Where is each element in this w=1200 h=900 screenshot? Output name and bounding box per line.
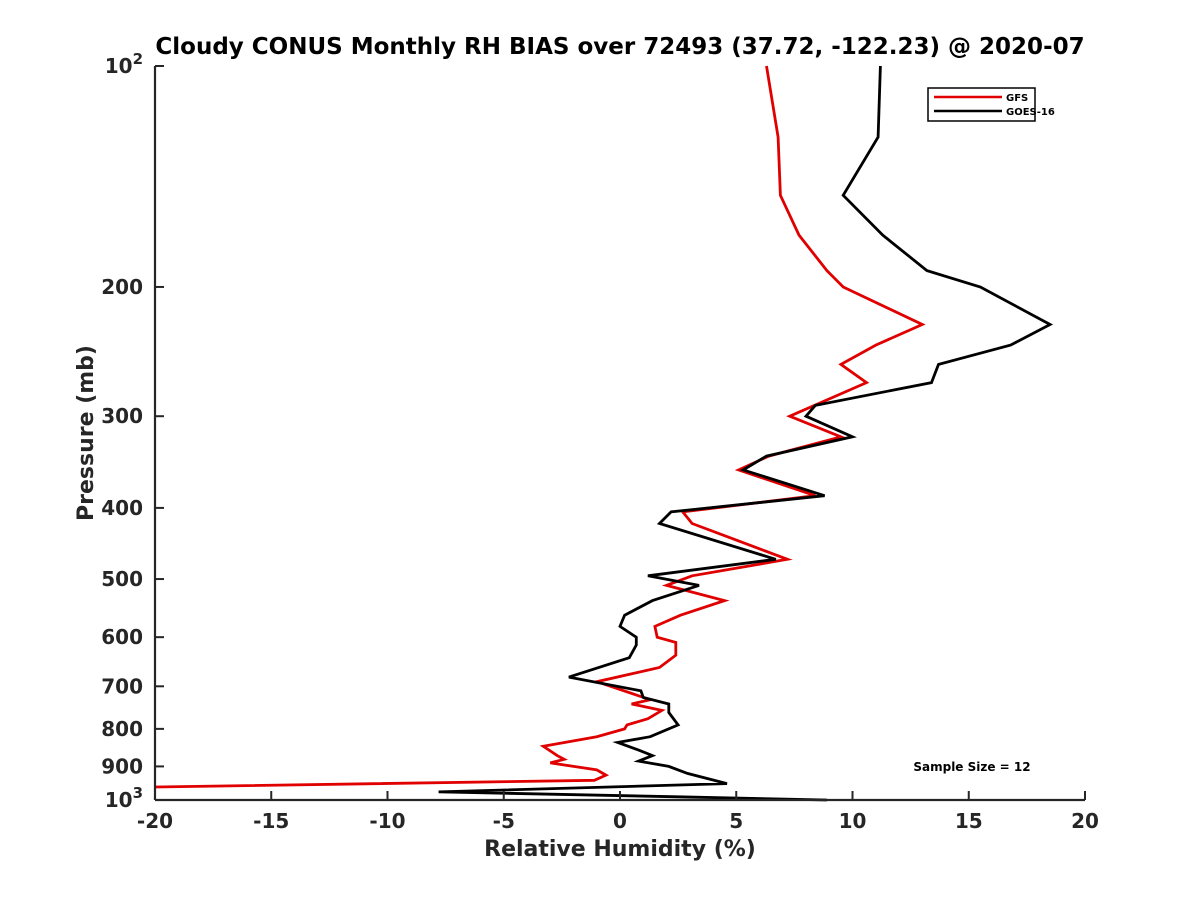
x-tick-label: -20 <box>137 809 173 833</box>
chart-title: Cloudy CONUS Monthly RH BIAS over 72493 … <box>155 34 1084 60</box>
x-tick-label: 5 <box>729 809 743 833</box>
legend-box <box>927 87 1036 122</box>
y-tick-label: 500 <box>101 567 143 591</box>
y-tick-label: 700 <box>101 674 143 698</box>
legend-label-goes16: GOES-16 <box>1006 107 1055 118</box>
y-tick-label: 400 <box>101 496 143 520</box>
x-ticks: -20 -15 -10 -5 0 5 10 15 20 <box>137 791 1099 833</box>
y-tick-label: 300 <box>101 404 143 428</box>
x-tick-label: 0 <box>613 809 627 833</box>
y-tick-label: 600 <box>101 625 143 649</box>
legend-label-gfs: GFS <box>1006 93 1028 104</box>
x-axis-label: Relative Humidity (%) <box>484 837 756 862</box>
x-tick-label: 15 <box>955 809 983 833</box>
x-tick-label: -10 <box>369 809 405 833</box>
series-line-goes16 <box>438 65 1054 802</box>
y-ticks: 102 200 300 400 500 600 700 800 900 103 <box>101 50 164 812</box>
x-tick-label: -5 <box>493 809 515 833</box>
x-tick-label: 10 <box>839 809 867 833</box>
y-tick-label: 800 <box>101 717 143 741</box>
legend: GFS GOES-16 <box>927 87 1055 122</box>
x-tick-label: -15 <box>253 809 289 833</box>
y-tick-label: 200 <box>101 275 143 299</box>
series-layer <box>154 65 1054 802</box>
y-tick-label: 103 <box>105 784 143 812</box>
x-tick-label: 20 <box>1071 809 1099 833</box>
y-tick-label: 102 <box>105 50 143 78</box>
y-axis-label: Pressure (mb) <box>74 345 99 521</box>
y-tick-label: 900 <box>101 754 143 778</box>
sample-size-annotation: Sample Size = 12 <box>913 760 1030 774</box>
series-line-gfs <box>154 65 926 789</box>
